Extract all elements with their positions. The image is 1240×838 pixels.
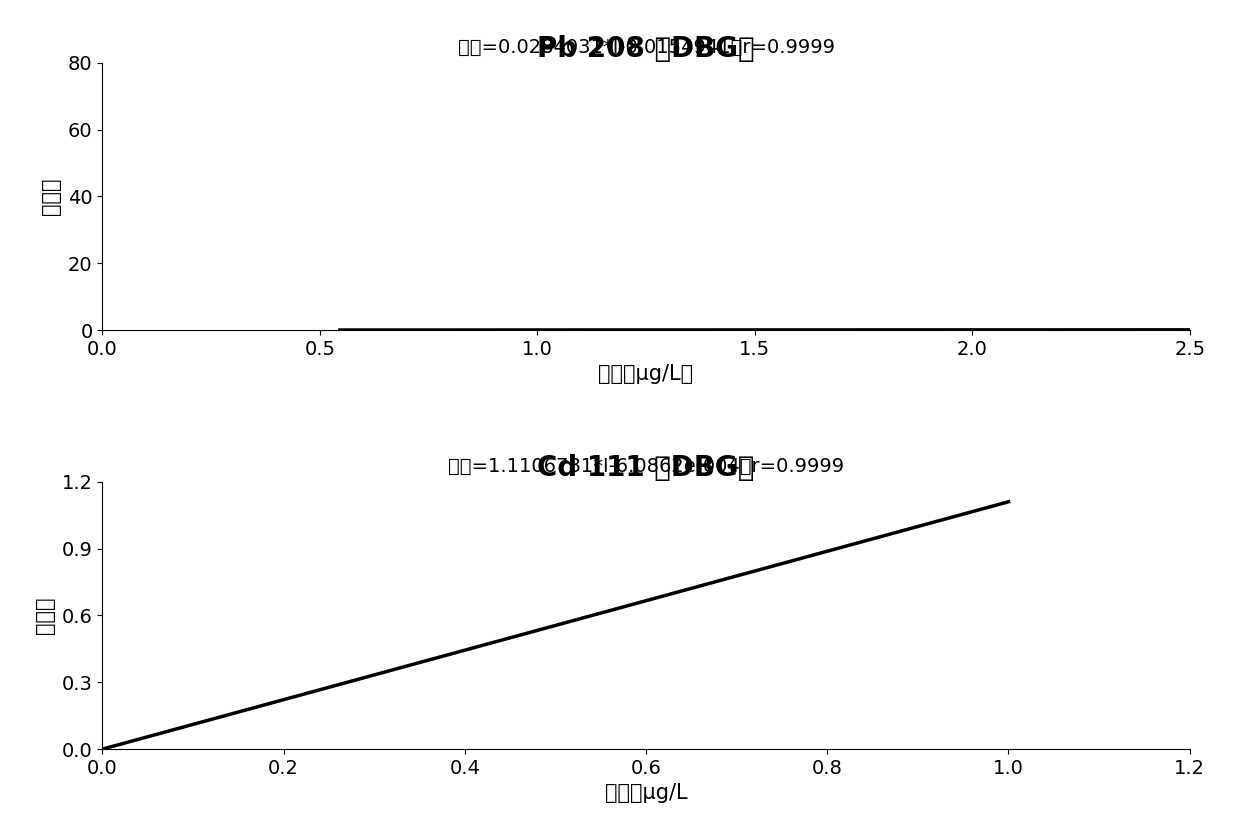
Title: Cd 111 （DBG）: Cd 111 （DBG） [537, 453, 755, 482]
Text: 浓度=1.1106781*I-6.0862e-004，r=0.9999: 浓度=1.1106781*I-6.0862e-004，r=0.9999 [448, 458, 844, 476]
X-axis label: 浓度（μg/L）: 浓度（μg/L） [599, 365, 693, 385]
Y-axis label: 吸光度: 吸光度 [35, 597, 55, 634]
Y-axis label: 吸光度: 吸光度 [41, 178, 61, 215]
X-axis label: 浓度（μg/L: 浓度（μg/L [605, 784, 687, 804]
Text: 浓度=0.0284031*I-0.0154941，r=0.9999: 浓度=0.0284031*I-0.0154941，r=0.9999 [458, 39, 835, 57]
Title: Pb 208 （DBG）: Pb 208 （DBG） [537, 34, 755, 63]
